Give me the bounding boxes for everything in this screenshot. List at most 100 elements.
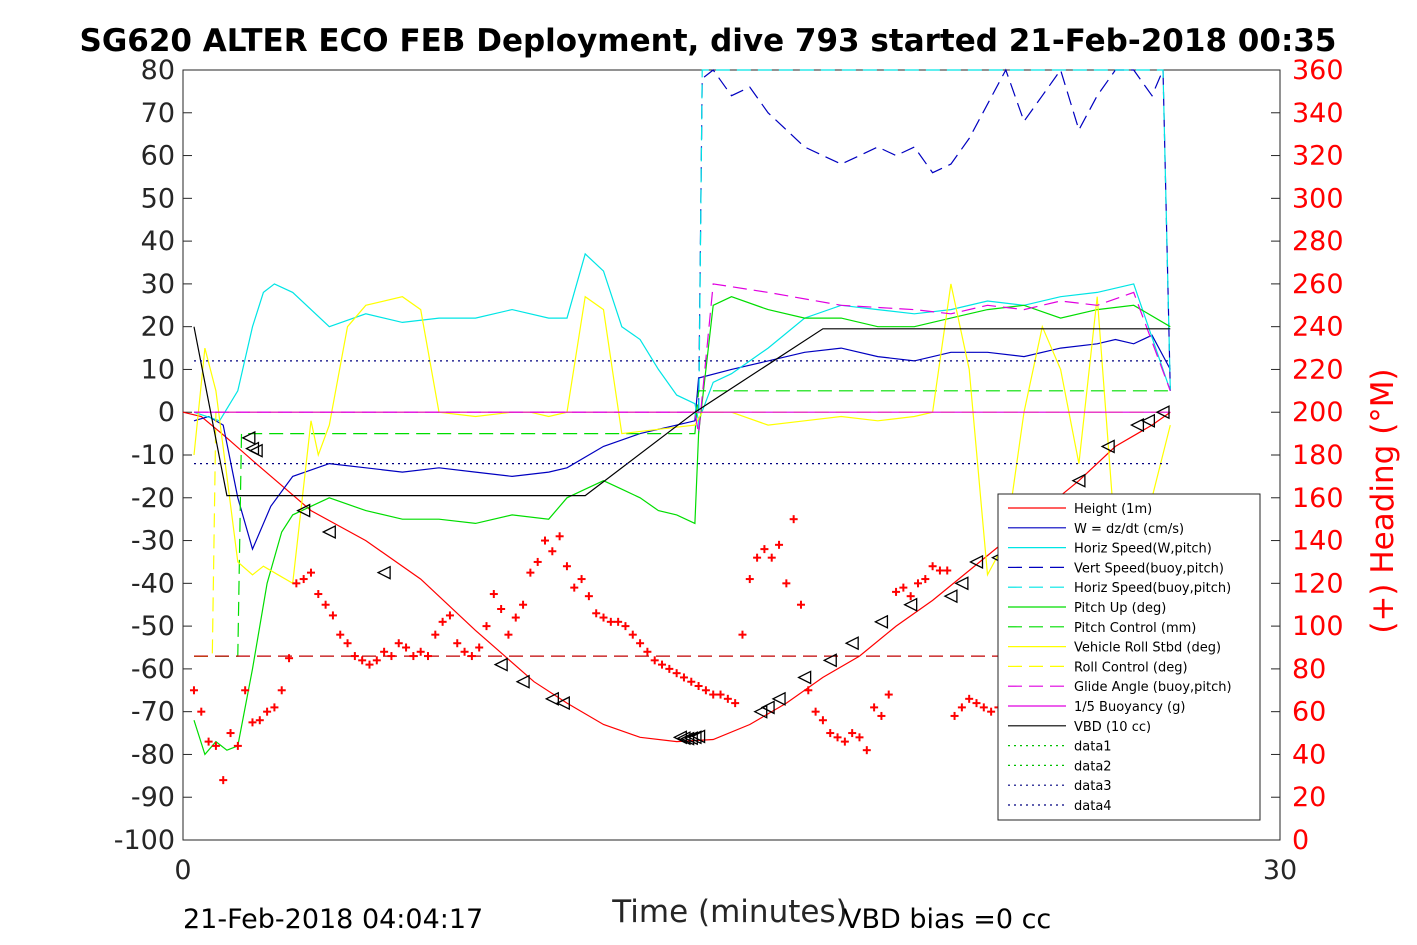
heading-point xyxy=(343,639,352,648)
heading-point xyxy=(870,703,879,712)
series-line-vehicle-roll-stbd-deg xyxy=(193,283,1171,586)
heading-point xyxy=(804,686,813,695)
legend-label: W = dz/dt (cm/s) xyxy=(1074,522,1184,537)
depth-marker xyxy=(969,554,984,569)
left-tick-label: 80 xyxy=(141,55,175,86)
heading-point xyxy=(292,579,301,588)
heading-point xyxy=(665,664,674,673)
heading-point xyxy=(796,600,805,609)
heading-point xyxy=(899,583,908,592)
heading-point xyxy=(943,566,952,575)
heading-point xyxy=(548,547,557,556)
depth-marker xyxy=(1100,439,1115,454)
depth-marker xyxy=(760,700,775,715)
heading-point xyxy=(584,592,593,601)
heading-point xyxy=(570,583,579,592)
heading-point xyxy=(782,579,791,588)
legend-label: Vehicle Roll Stbd (deg) xyxy=(1074,641,1221,656)
heading-point xyxy=(263,707,272,716)
depth-marker xyxy=(943,589,958,604)
heading-point xyxy=(438,617,447,626)
legend-label: data2 xyxy=(1074,759,1112,774)
depth-marker xyxy=(873,614,889,629)
heading-point xyxy=(475,643,484,652)
depth-marker xyxy=(1140,413,1156,428)
depth-marker xyxy=(844,636,859,651)
heading-point xyxy=(606,617,615,626)
left-tick-label: -90 xyxy=(131,782,175,813)
right-tick-label: 300 xyxy=(1292,183,1344,214)
heading-point xyxy=(987,707,996,716)
heading-point xyxy=(650,656,659,665)
legend-label: Horiz Speed(buoy,pitch) xyxy=(1074,581,1231,596)
x-axis-label: Time (minutes) xyxy=(611,894,847,930)
heading-point xyxy=(935,566,944,575)
heading-point xyxy=(599,613,608,622)
heading-point xyxy=(409,652,418,661)
left-tick-label: 60 xyxy=(141,141,175,172)
heading-point xyxy=(445,611,454,620)
left-tick-label: -70 xyxy=(131,697,175,728)
right-tick-label: 340 xyxy=(1292,98,1344,129)
heading-point xyxy=(533,557,542,566)
heading-point xyxy=(672,669,681,678)
right-tick-label: 220 xyxy=(1292,354,1344,385)
x-tick-label: 0 xyxy=(174,855,191,886)
left-tick-label: -20 xyxy=(131,483,175,514)
depth-marker xyxy=(771,691,786,706)
heading-point xyxy=(738,630,747,639)
right-tick-label: 160 xyxy=(1292,483,1344,514)
heading-point xyxy=(760,545,769,554)
heading-point xyxy=(467,652,476,661)
heading-point xyxy=(921,575,930,584)
heading-point xyxy=(753,553,762,562)
left-tick-label: -10 xyxy=(131,440,175,471)
heading-point xyxy=(394,639,403,648)
heading-point xyxy=(701,686,710,695)
heading-point xyxy=(862,746,871,755)
right-tick-label: 120 xyxy=(1292,568,1344,599)
legend-label: 1/5 Buoyancy (g) xyxy=(1074,700,1185,715)
left-tick-label: 50 xyxy=(141,183,175,214)
heading-point xyxy=(350,652,359,661)
right-axis-ticks: 3603403203002802602402202001801601401201… xyxy=(1271,55,1344,856)
right-axis-label: (+) Heading (°M) xyxy=(1365,368,1401,633)
heading-point xyxy=(416,647,425,656)
heading-point xyxy=(526,568,535,577)
heading-point xyxy=(957,703,966,712)
depth-marker xyxy=(903,597,918,612)
left-tick-label: 70 xyxy=(141,98,175,129)
right-tick-label: 60 xyxy=(1292,697,1326,728)
heading-point xyxy=(482,622,491,631)
right-tick-label: 40 xyxy=(1292,739,1326,770)
heading-point xyxy=(818,716,827,725)
depth-marker xyxy=(753,704,768,719)
x-axis-ticks: 0 30 xyxy=(174,831,1297,886)
heading-point xyxy=(636,639,645,648)
heading-point xyxy=(694,682,703,690)
depth-marker xyxy=(954,576,969,591)
depth-marker xyxy=(321,524,336,540)
heading-point xyxy=(372,656,381,665)
heading-point xyxy=(489,590,498,599)
depth-marker xyxy=(376,565,391,580)
heading-point xyxy=(614,617,623,626)
left-tick-label: 30 xyxy=(141,269,175,300)
left-tick-label: 10 xyxy=(141,354,175,385)
heading-point xyxy=(189,686,198,695)
heading-point xyxy=(789,515,798,524)
right-tick-label: 80 xyxy=(1292,654,1326,685)
series-line-horiz-speed-w-pitch xyxy=(193,252,1171,423)
heading-point xyxy=(709,690,718,699)
left-tick-label: 40 xyxy=(141,226,175,257)
heading-point xyxy=(877,711,886,720)
depth-marker xyxy=(822,653,837,668)
left-tick-label: 0 xyxy=(158,397,175,428)
heading-point xyxy=(643,647,652,656)
heading-point xyxy=(321,600,330,609)
right-tick-label: 280 xyxy=(1292,226,1344,257)
x-tick-label: 30 xyxy=(1263,855,1297,886)
legend-label: data4 xyxy=(1074,799,1112,814)
heading-point xyxy=(431,630,440,639)
